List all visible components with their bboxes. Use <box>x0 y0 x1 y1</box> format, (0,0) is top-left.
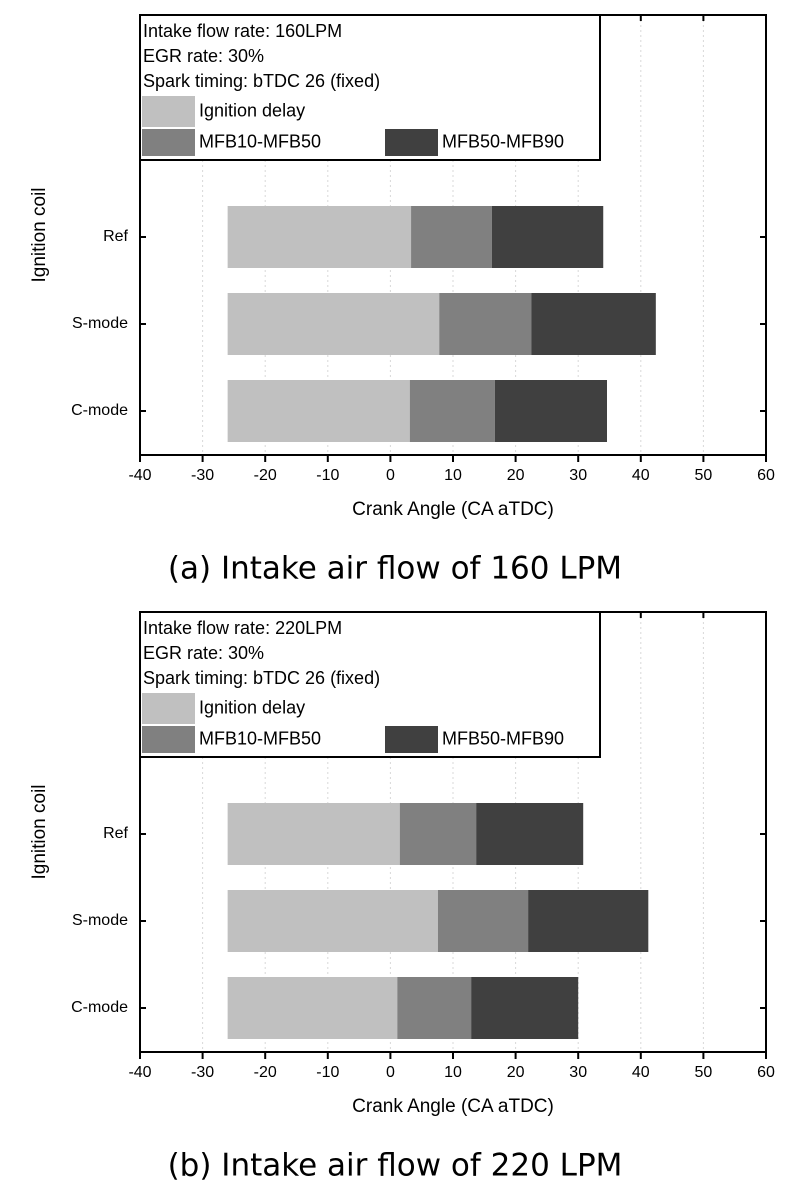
legend-swatch <box>142 96 195 127</box>
bar-segment <box>439 293 532 355</box>
annotation: Intake flow rate: 160LPM <box>143 21 342 41</box>
legend-label: MFB10-MFB50 <box>199 131 321 151</box>
annotation: Intake flow rate: 220LPM <box>143 618 342 638</box>
y-axis-label: Ignition coil <box>29 784 50 879</box>
x-tick-label: 0 <box>386 467 395 484</box>
legend-swatch <box>142 129 195 156</box>
legend-swatch <box>385 129 438 156</box>
bar-segment <box>227 380 410 442</box>
y-tick-label: Ref <box>103 228 128 245</box>
x-tick-label: -40 <box>128 467 151 484</box>
legend-box <box>139 611 601 758</box>
x-tick-label: 30 <box>569 1064 587 1081</box>
bar-segment <box>491 206 604 268</box>
annotation: Spark timing: bTDC 26 (fixed) <box>143 668 380 688</box>
legend-swatch <box>385 726 438 753</box>
y-tick-label: C-mode <box>71 999 128 1016</box>
bar-segment <box>227 803 400 865</box>
legend-label: MFB50-MFB90 <box>442 131 564 151</box>
x-tick-label: -30 <box>191 467 214 484</box>
annotation: EGR rate: 30% <box>143 643 264 663</box>
annotation: Spark timing: bTDC 26 (fixed) <box>143 71 380 91</box>
x-tick-label: 10 <box>444 467 462 484</box>
x-tick-label: 20 <box>507 1064 525 1081</box>
y-axis-label: Ignition coil <box>29 187 50 282</box>
x-tick-label: -10 <box>316 467 339 484</box>
bar-segment <box>494 380 607 442</box>
bar-segment <box>411 206 492 268</box>
x-tick-label: 50 <box>695 467 713 484</box>
legend-label: Ignition delay <box>199 100 305 120</box>
legend-label: Ignition delay <box>199 697 305 717</box>
bar-segment <box>528 890 649 952</box>
bar-segment <box>399 803 477 865</box>
x-tick-label: 40 <box>632 1064 650 1081</box>
bar-segment <box>437 890 529 952</box>
bar-segment <box>227 977 398 1039</box>
bar-segment <box>227 293 440 355</box>
x-axis-label: Crank Angle (CA aTDC) <box>352 1096 554 1117</box>
annotation: EGR rate: 30% <box>143 46 264 66</box>
y-tick-label: S-mode <box>72 912 128 929</box>
legend-label: MFB10-MFB50 <box>199 728 321 748</box>
bar-segment <box>409 380 495 442</box>
x-tick-label: 40 <box>632 467 650 484</box>
legend-swatch <box>142 726 195 753</box>
x-tick-label: 10 <box>444 1064 462 1081</box>
legend-label: MFB50-MFB90 <box>442 728 564 748</box>
x-tick-label: -20 <box>254 1064 277 1081</box>
x-tick-label: 0 <box>386 1064 395 1081</box>
legend-swatch <box>142 693 195 724</box>
bar-segment <box>227 890 438 952</box>
bar-segment <box>397 977 472 1039</box>
caption: (a) Intake air flow of 160 LPM <box>168 551 622 587</box>
bar-segment <box>471 977 579 1039</box>
y-tick-label: S-mode <box>72 315 128 332</box>
bar-segment <box>476 803 584 865</box>
x-tick-label: -20 <box>254 467 277 484</box>
caption: (b) Intake air flow of 220 LPM <box>168 1148 623 1184</box>
y-tick-label: Ref <box>103 825 128 842</box>
x-tick-label: -10 <box>316 1064 339 1081</box>
x-axis-label: Crank Angle (CA aTDC) <box>352 499 554 520</box>
x-tick-label: 50 <box>695 1064 713 1081</box>
x-tick-label: 20 <box>507 467 525 484</box>
x-tick-label: -30 <box>191 1064 214 1081</box>
y-tick-label: C-mode <box>71 402 128 419</box>
legend-box <box>139 14 601 161</box>
x-tick-label: 60 <box>757 467 775 484</box>
x-tick-label: 60 <box>757 1064 775 1081</box>
bar-segment <box>227 206 412 268</box>
x-tick-label: 30 <box>569 467 587 484</box>
bar-segment <box>531 293 656 355</box>
x-tick-label: -40 <box>128 1064 151 1081</box>
